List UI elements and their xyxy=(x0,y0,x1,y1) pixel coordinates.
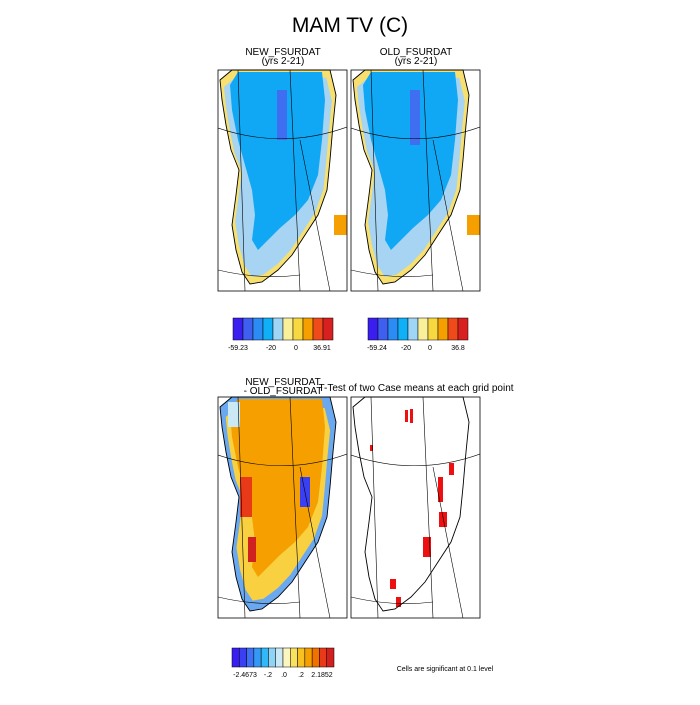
sig-cell xyxy=(438,477,443,502)
colorbar-box xyxy=(275,647,284,668)
colorbar-box xyxy=(397,317,409,341)
colorbar-label: -59.24 xyxy=(367,345,387,352)
panel-title: NEW_FSURDAT xyxy=(245,47,320,58)
ice-min xyxy=(277,90,287,140)
overlays xyxy=(217,69,481,619)
diff-cell xyxy=(240,477,252,517)
colorbar-box xyxy=(304,647,313,668)
colorbar-box xyxy=(242,317,254,341)
colorbar-box xyxy=(407,317,419,341)
ice-min xyxy=(410,90,420,145)
colorbar-label: -20 xyxy=(266,345,276,352)
colorbar-box xyxy=(457,317,469,341)
sig-cell xyxy=(410,409,413,423)
colorbar-box xyxy=(319,647,327,668)
colorbar-box xyxy=(290,647,298,668)
colorbar-box xyxy=(367,317,379,341)
colorbar-box xyxy=(292,317,304,341)
colorbar-box xyxy=(239,647,247,668)
colorbar-box xyxy=(262,317,274,341)
sig-cell xyxy=(405,410,408,422)
colorbar-box xyxy=(312,317,324,341)
colorbar-label: 2.1852 xyxy=(311,672,333,679)
colorbar-label: -.2 xyxy=(264,672,272,679)
colorbar-box xyxy=(437,317,449,341)
panel-title: NEW_FSURDAT xyxy=(245,377,320,388)
colorbar-box xyxy=(417,317,429,341)
significant-cells xyxy=(370,409,454,607)
land xyxy=(353,397,469,611)
sig-cell xyxy=(449,463,454,475)
colorbar-box xyxy=(252,317,264,341)
sig-cell xyxy=(396,597,401,607)
sig-cell xyxy=(439,512,447,527)
colorbar-label: -20 xyxy=(401,345,411,352)
overlay xyxy=(350,396,481,619)
colorbar-box xyxy=(260,647,269,668)
colorbar-box xyxy=(297,647,306,668)
colorbar-box xyxy=(246,647,255,668)
panel-frame xyxy=(217,396,348,619)
colorbar-box xyxy=(447,317,459,341)
colorbar-box xyxy=(322,317,334,341)
colorbar-box xyxy=(326,647,335,668)
colorbar-label: 0 xyxy=(294,345,298,352)
graticule xyxy=(351,70,480,291)
graticule xyxy=(351,397,480,618)
colorbar-box xyxy=(311,647,320,668)
panel-subtitle: - OLD_FSURDAT xyxy=(244,386,323,397)
colorbar-box xyxy=(272,317,284,341)
panel-title: OLD_FSURDAT xyxy=(380,47,453,58)
panel-frame xyxy=(217,69,348,292)
map-panel xyxy=(220,70,347,284)
panel-subtitle: (yrs 2-21) xyxy=(395,56,438,67)
colorbar-label: .0 xyxy=(281,672,287,679)
diff-cell xyxy=(228,402,240,427)
overlay xyxy=(217,396,348,619)
colorbar-box xyxy=(377,317,389,341)
panel-title: T-Test of two Case means at each grid po… xyxy=(318,383,513,394)
map-panel xyxy=(353,70,480,284)
graticule xyxy=(218,397,347,618)
map-clip xyxy=(353,70,480,284)
colorbar-box xyxy=(268,647,276,668)
map-panel xyxy=(353,397,469,611)
warm-cell xyxy=(334,215,347,235)
colorbar-box xyxy=(387,317,399,341)
colorbar-label: .2 xyxy=(298,672,304,679)
panel-frame xyxy=(350,69,481,292)
colorbar-label: 36.8 xyxy=(451,345,465,352)
diff-cell xyxy=(248,537,256,562)
colorbar-label: 36.91 xyxy=(313,345,331,352)
warm-cell xyxy=(467,215,480,235)
map-panel xyxy=(220,397,336,611)
colorbar-label: -59.23 xyxy=(228,345,248,352)
panel-subtitle: (yrs 2-21) xyxy=(262,56,305,67)
colorbar-box xyxy=(231,647,240,668)
sig-cell xyxy=(390,579,396,589)
graticule xyxy=(218,70,347,291)
overlay xyxy=(217,69,348,292)
note: Cells are significant at 0.1 level xyxy=(397,666,494,673)
colorbar-label: 0 xyxy=(428,345,432,352)
colorbar-box xyxy=(427,317,439,341)
colorbar-box xyxy=(282,317,294,341)
sig-cell xyxy=(423,537,431,557)
map-clip xyxy=(353,397,469,611)
colorbar-label: -2.4673 xyxy=(233,672,257,679)
overlay xyxy=(350,69,481,292)
panel-frame xyxy=(350,396,481,619)
figure-title: MAM TV (C) xyxy=(292,14,408,37)
colorbar-box xyxy=(253,647,262,668)
colorbar-box xyxy=(282,647,291,668)
sig-cell xyxy=(370,445,373,451)
colorbar-box xyxy=(232,317,244,341)
map-clip xyxy=(220,397,336,611)
colorbar-box xyxy=(302,317,314,341)
